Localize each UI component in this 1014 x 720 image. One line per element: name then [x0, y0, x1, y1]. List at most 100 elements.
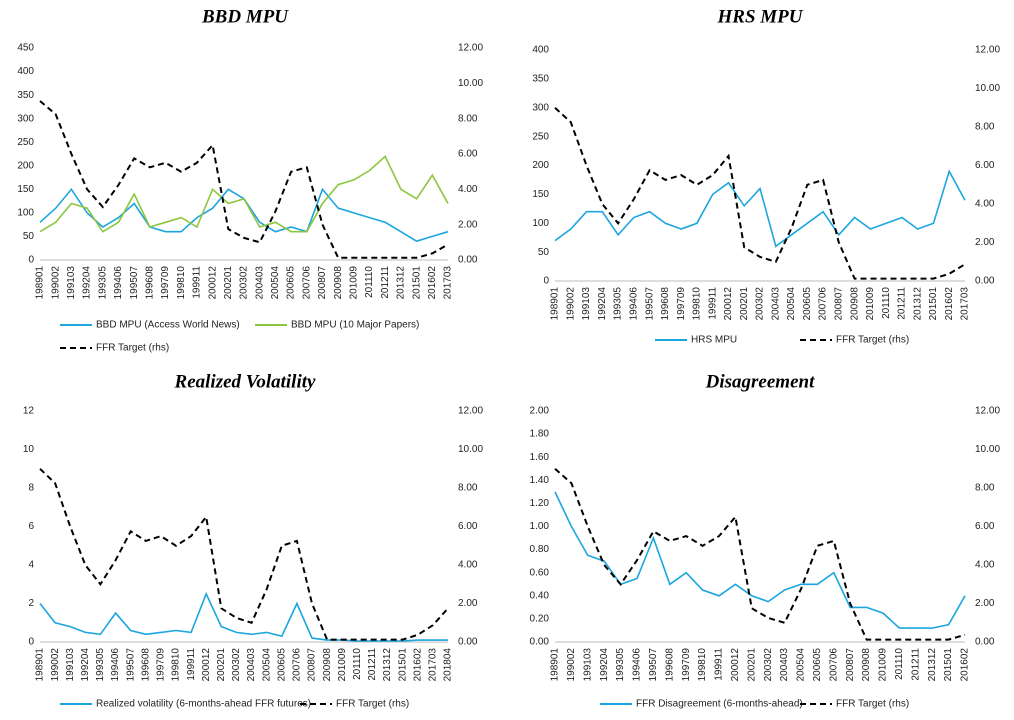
y2-tick-label: 8.00: [458, 113, 478, 124]
series-line: [554, 491, 966, 629]
y-tick-label: 50: [23, 231, 35, 242]
x-tick-label: 199305: [95, 648, 106, 682]
y-tick-label: 200: [532, 160, 549, 171]
series-line: [39, 155, 449, 233]
x-tick-label: 199406: [632, 648, 643, 682]
y2-tick-label: 6.00: [458, 149, 478, 160]
x-tick-label: 201009: [865, 287, 876, 321]
y-tick-label: 0.40: [530, 590, 550, 601]
x-tick-label: 200504: [786, 287, 797, 321]
x-tick-label: 200201: [216, 648, 227, 682]
x-tick-label: 201009: [337, 648, 348, 682]
y2-tick-label: 6.00: [975, 521, 995, 532]
x-tick-label: 199507: [644, 287, 655, 321]
x-tick-label: 201501: [943, 648, 954, 682]
legend-label: BBD MPU (Access World News): [96, 320, 240, 331]
y-tick-label: 350: [532, 74, 549, 85]
y2-tick-label: 8.00: [975, 483, 995, 494]
series-line: [39, 591, 448, 642]
x-tick-label: 201211: [897, 287, 908, 320]
y2-tick-label: 2.00: [458, 598, 478, 609]
y2-tick-label: 12.00: [458, 406, 483, 417]
x-tick-label: 201110: [894, 648, 905, 680]
legend-label: HRS MPU: [691, 335, 737, 346]
y2-tick-label: 4.00: [975, 199, 995, 210]
x-tick-label: 199810: [697, 648, 708, 682]
y-tick-label: 400: [17, 66, 34, 77]
x-tick-label: 201110: [881, 287, 892, 319]
x-tick-label: 199911: [192, 266, 203, 299]
y2-tick-label: 6.00: [458, 521, 478, 532]
y2-tick-label: 0.00: [458, 255, 478, 266]
x-tick-label: 199002: [566, 648, 577, 682]
y2-tick-label: 6.00: [975, 160, 995, 171]
y2-tick-label: 12.00: [975, 406, 1000, 417]
x-tick-label: 200504: [261, 648, 272, 682]
y2-tick-label: 2.00: [975, 237, 995, 248]
legend-label: BBD MPU (10 Major Papers): [291, 320, 419, 331]
x-tick-label: 199305: [613, 287, 624, 321]
legend-label: FFR Target (rhs): [836, 335, 909, 346]
x-tick-label: 199709: [160, 266, 171, 300]
series-line: [554, 468, 966, 641]
y-tick-label: 0.80: [530, 544, 550, 555]
x-tick-label: 199406: [110, 648, 121, 682]
x-tick-label: 198901: [35, 266, 46, 300]
y-tick-label: 200: [17, 160, 34, 171]
x-tick-label: 198901: [550, 648, 561, 682]
legend-label: FFR Target (rhs): [836, 699, 909, 710]
x-tick-label: 200504: [270, 266, 281, 300]
y-tick-label: 1.20: [530, 498, 550, 509]
x-tick-label: 201312: [912, 287, 923, 321]
y-tick-label: 1.80: [530, 429, 550, 440]
x-tick-label: 201602: [412, 648, 423, 682]
x-tick-label: 201110: [364, 266, 375, 298]
y-tick-label: 0: [28, 255, 34, 266]
x-tick-label: 198901: [550, 287, 561, 321]
y-tick-label: 0: [543, 276, 549, 287]
x-tick-label: 199507: [125, 648, 136, 682]
y-tick-label: 50: [538, 247, 550, 258]
x-tick-label: 200605: [276, 648, 287, 682]
y2-tick-label: 0.00: [458, 637, 478, 648]
x-tick-label: 200403: [779, 648, 790, 682]
y2-tick-label: 12.00: [458, 43, 483, 54]
y-tick-label: 150: [532, 189, 549, 200]
y-tick-label: 100: [532, 218, 549, 229]
x-tick-label: 199103: [582, 648, 593, 682]
x-tick-label: 201110: [352, 648, 363, 680]
y2-tick-label: 10.00: [975, 444, 1000, 455]
x-tick-label: 200807: [317, 266, 328, 300]
x-tick-label: 200605: [286, 266, 297, 300]
x-tick-label: 201804: [443, 648, 454, 682]
x-tick-label: 200403: [770, 287, 781, 321]
x-tick-label: 200302: [231, 648, 242, 682]
y2-tick-label: 12.00: [975, 45, 1000, 56]
x-tick-label: 201211: [367, 648, 378, 681]
x-tick-label: 201501: [397, 648, 408, 682]
x-tick-label: 198901: [35, 648, 46, 682]
y2-tick-label: 0.00: [975, 276, 995, 287]
y2-tick-label: 0.00: [975, 637, 995, 648]
series-line: [39, 468, 449, 641]
x-tick-label: 200403: [246, 648, 257, 682]
y-tick-label: 0.60: [530, 567, 550, 578]
series-line: [554, 107, 966, 280]
x-tick-label: 199204: [82, 266, 93, 300]
legend-label: Realized volatility (6-months-ahead FFR …: [96, 699, 311, 710]
x-tick-label: 199002: [50, 266, 61, 300]
x-tick-label: 200012: [730, 648, 741, 682]
y2-tick-label: 10.00: [975, 83, 1000, 94]
x-tick-label: 199002: [50, 648, 61, 682]
y-tick-label: 1.00: [530, 521, 550, 532]
y2-tick-label: 4.00: [458, 560, 478, 571]
y-tick-label: 0: [28, 637, 34, 648]
x-tick-label: 199709: [676, 287, 687, 321]
x-tick-label: 199911: [707, 287, 718, 320]
x-tick-label: 201703: [428, 648, 439, 682]
legend-label: FFR Target (rhs): [336, 699, 409, 710]
x-tick-label: 200403: [254, 266, 265, 300]
x-tick-label: 201501: [411, 266, 422, 300]
x-tick-label: 201312: [927, 648, 938, 682]
x-tick-label: 199608: [660, 287, 671, 321]
